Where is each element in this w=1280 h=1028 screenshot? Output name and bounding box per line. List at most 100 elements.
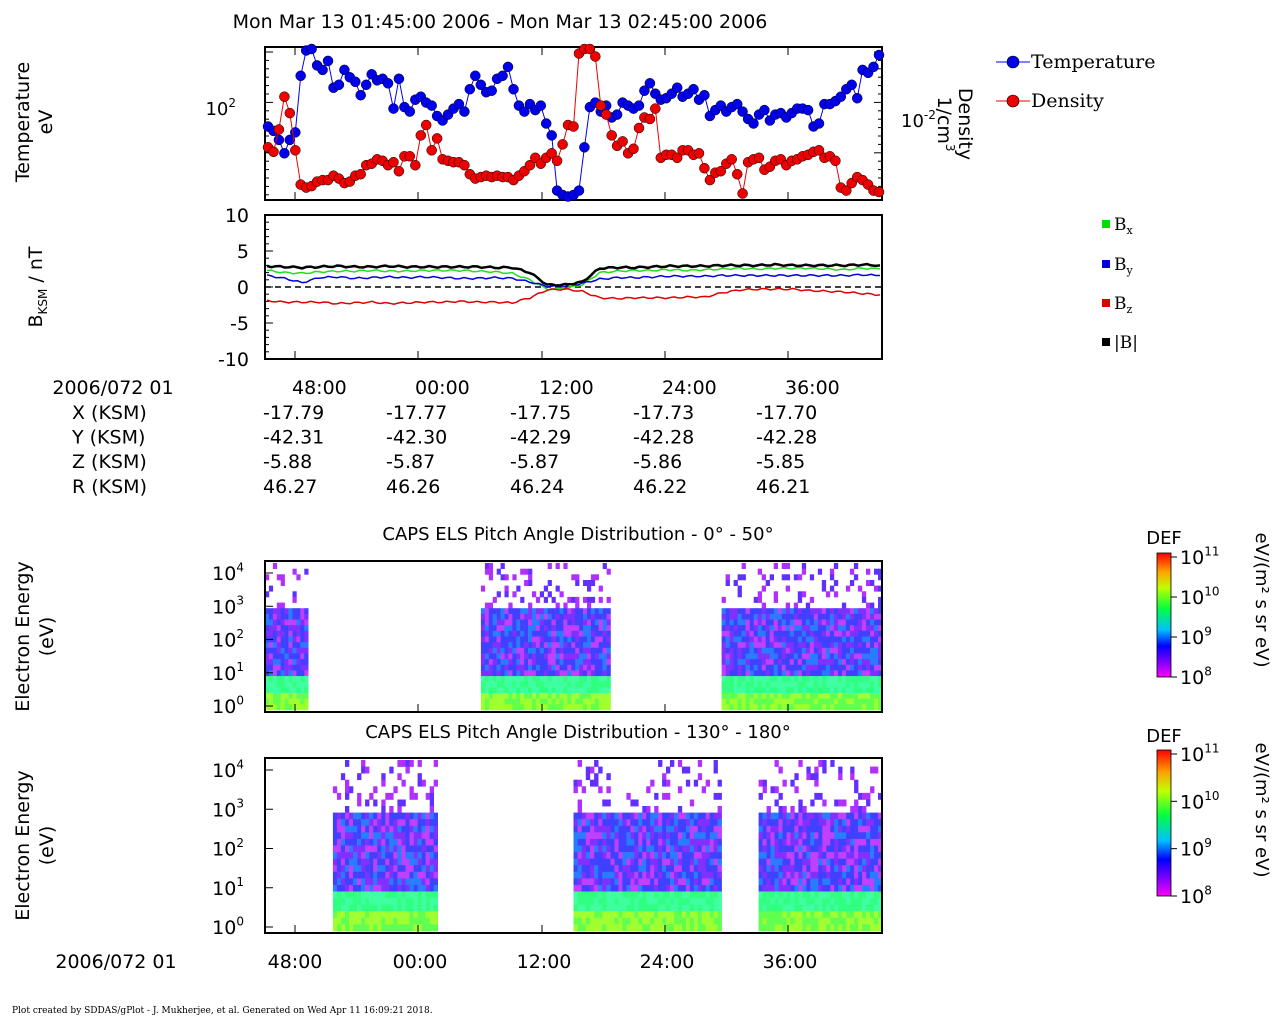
spectrogram-cell: [496, 608, 501, 615]
spectrogram-cell: [492, 636, 497, 643]
spectrogram-cell: [284, 642, 289, 649]
spectrogram-cell: [838, 911, 843, 919]
spectrogram-cell: [575, 647, 580, 654]
spectrogram-cell: [480, 693, 486, 699]
spectrogram-cell: [878, 792, 883, 800]
spectrogram-cell: [590, 917, 595, 925]
spectrogram-cell: [806, 812, 811, 820]
density-point: [693, 148, 705, 159]
spectrogram-cell: [794, 891, 799, 899]
spectrogram-cell: [773, 625, 778, 632]
spectrogram-cell: [721, 693, 726, 699]
spectrogram-cell: [349, 852, 354, 859]
spectrogram-cell: [794, 904, 799, 912]
density-point: [290, 145, 301, 156]
spectrogram-cell: [532, 659, 537, 666]
spectrogram-cell: [858, 924, 863, 932]
spectrogram-cell: [830, 871, 835, 879]
density-point: [644, 113, 656, 125]
spectrogram-cell: [717, 924, 722, 932]
spectrogram-cell: [389, 838, 394, 846]
spectrogram-cell: [594, 878, 599, 886]
spectrogram-cell: [577, 845, 582, 853]
spectrogram-cell: [547, 698, 552, 705]
spectrogram-cell: [357, 904, 362, 912]
spectrogram-cell: [770, 891, 775, 899]
spectrogram-cell: [677, 878, 683, 886]
spectrogram-cell: [654, 911, 659, 919]
spectrogram-cell: [516, 670, 521, 677]
spectrogram-cell: [409, 924, 414, 932]
spectrogram-cell: [870, 687, 875, 694]
ephemeris-value: 46.26: [386, 476, 440, 498]
spectrogram-cell: [353, 917, 358, 925]
spectrogram-cell: [300, 642, 305, 649]
spectrogram-cell: [357, 825, 362, 833]
spectrogram-cell: [654, 819, 659, 827]
spectrogram-cell: [814, 819, 819, 827]
spectrogram-cell: [606, 858, 611, 866]
energy-tick-label: 103: [212, 797, 244, 822]
spectrogram-cell: [369, 825, 374, 833]
spectrogram-cell: [381, 878, 386, 886]
density-point: [671, 152, 683, 164]
spectrogram-cell: [433, 924, 438, 932]
spectrogram-cell: [809, 613, 815, 620]
spectrogram-cell: [532, 681, 537, 688]
spectrogram-cell: [666, 885, 671, 892]
spectrogram-cell: [480, 676, 486, 683]
spectrogram-cell: [429, 865, 434, 873]
spectrogram-cell: [622, 858, 627, 866]
spectrogram-cell: [573, 832, 578, 840]
spectrogram-cell: [874, 871, 879, 879]
spectrogram-cell: [276, 636, 281, 643]
spectrogram-cell: [577, 819, 582, 827]
spectrogram-cell: [349, 885, 354, 892]
spectrogram-cell: [622, 904, 627, 912]
spectrogram-cell: [284, 687, 289, 694]
spectrogram-cell: [397, 812, 402, 820]
spectrogram-cell: [288, 625, 293, 632]
spectrogram-cell: [543, 636, 548, 643]
spectrogram-cell: [878, 812, 883, 820]
temperature-point: [360, 79, 372, 91]
spectrogram-cell: [543, 625, 548, 632]
spectrogram-cell: [878, 664, 883, 671]
spectrogram-cell: [500, 608, 505, 615]
density-point: [650, 103, 661, 114]
density-point: [388, 156, 399, 168]
spectrogram-cell: [583, 613, 588, 620]
spectrogram-cell: [745, 698, 750, 705]
spectrogram-cell: [701, 819, 706, 827]
spectrogram-cell: [793, 613, 799, 620]
spectrogram-cell: [797, 625, 803, 632]
spectrogram-cell: [878, 845, 883, 853]
spectrogram-cell: [345, 885, 350, 892]
spectrogram-cell: [826, 825, 831, 833]
spectrogram-cell: [789, 681, 795, 688]
density-point: [284, 107, 296, 119]
spectrogram-cell: [729, 625, 734, 632]
spectrogram-cell: [280, 681, 285, 688]
spectrogram-cell: [674, 832, 679, 840]
spectrogram-cell: [618, 865, 623, 873]
spectrogram-cell: [551, 681, 556, 688]
spectrogram-cell: [581, 858, 587, 866]
spectrogram-cell: [433, 917, 438, 925]
spectrogram-cell: [854, 819, 859, 827]
spectrogram-cell: [802, 891, 807, 899]
spectrogram-cell: [345, 858, 350, 866]
spectrogram-cell: [539, 681, 544, 688]
spectrogram-cell: [745, 625, 750, 632]
spectrogram-cell: [802, 858, 807, 866]
plot-title: Mon Mar 13 01:45:00 2006 - Mon Mar 13 02…: [233, 11, 768, 33]
spectrogram-cell: [590, 878, 595, 886]
spectrogram-cell: [658, 904, 663, 912]
spectrogram-cell: [774, 786, 779, 794]
series-bz-line: [266, 287, 881, 305]
spectrogram-cell: [654, 832, 659, 840]
spectrogram-cell: [618, 819, 623, 827]
spectrogram-cell: [602, 924, 607, 932]
spectrogram-cell: [713, 852, 718, 859]
spectrogram-cell: [814, 871, 819, 879]
